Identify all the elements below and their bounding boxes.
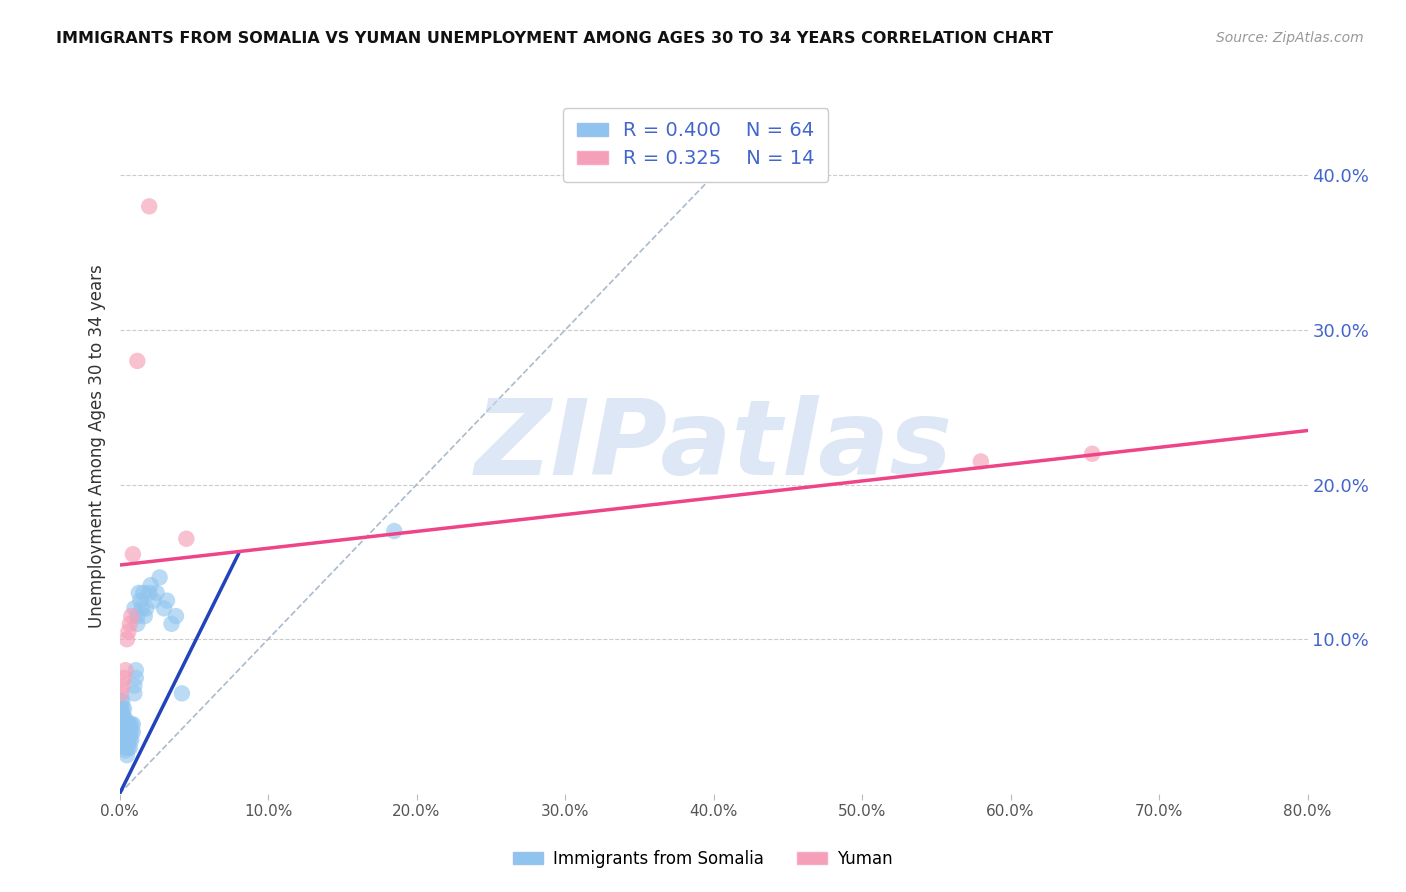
Point bbox=[111, 694, 134, 708]
Point bbox=[117, 725, 139, 739]
Point bbox=[110, 686, 132, 700]
Point bbox=[1081, 447, 1104, 461]
Point bbox=[120, 725, 142, 739]
Point bbox=[142, 593, 165, 607]
Point bbox=[125, 671, 148, 685]
Point bbox=[110, 717, 132, 731]
Point bbox=[112, 740, 135, 755]
Point bbox=[112, 725, 135, 739]
Point bbox=[118, 717, 141, 731]
Point bbox=[112, 717, 135, 731]
Point bbox=[110, 694, 132, 708]
Point bbox=[110, 725, 132, 739]
Text: ZIPatlas: ZIPatlas bbox=[474, 395, 953, 497]
Point bbox=[117, 740, 139, 755]
Point bbox=[970, 454, 993, 468]
Point bbox=[149, 570, 172, 584]
Point bbox=[115, 632, 138, 647]
Point bbox=[111, 709, 134, 723]
Point bbox=[127, 609, 149, 624]
Point bbox=[128, 586, 150, 600]
Point bbox=[122, 547, 145, 561]
Point bbox=[110, 709, 132, 723]
Point bbox=[112, 671, 135, 685]
Point bbox=[110, 702, 132, 716]
Point bbox=[132, 586, 155, 600]
Point bbox=[111, 725, 134, 739]
Point bbox=[115, 717, 138, 731]
Point bbox=[124, 679, 146, 693]
Point bbox=[156, 593, 179, 607]
Point bbox=[114, 713, 136, 727]
Point bbox=[139, 578, 162, 592]
Point bbox=[114, 720, 136, 734]
Point bbox=[117, 732, 139, 747]
Point bbox=[114, 743, 136, 757]
Point bbox=[118, 740, 141, 755]
Point bbox=[165, 609, 187, 624]
Point bbox=[115, 748, 138, 763]
Point bbox=[112, 702, 135, 716]
Point bbox=[127, 354, 149, 368]
Point bbox=[111, 732, 134, 747]
Point bbox=[111, 679, 134, 693]
Point bbox=[112, 709, 135, 723]
Point bbox=[117, 624, 139, 639]
Text: Source: ZipAtlas.com: Source: ZipAtlas.com bbox=[1216, 31, 1364, 45]
Point bbox=[115, 725, 138, 739]
Point bbox=[129, 593, 152, 607]
Point bbox=[127, 616, 149, 631]
Point bbox=[118, 616, 141, 631]
Legend: R = 0.400    N = 64, R = 0.325    N = 14: R = 0.400 N = 64, R = 0.325 N = 14 bbox=[562, 108, 828, 182]
Point bbox=[122, 725, 145, 739]
Point bbox=[153, 601, 176, 615]
Point bbox=[170, 686, 193, 700]
Point bbox=[124, 686, 146, 700]
Legend: Immigrants from Somalia, Yuman: Immigrants from Somalia, Yuman bbox=[506, 844, 900, 875]
Point bbox=[125, 663, 148, 677]
Point bbox=[118, 725, 141, 739]
Point bbox=[122, 717, 145, 731]
Point bbox=[120, 732, 142, 747]
Point bbox=[145, 586, 167, 600]
Y-axis label: Unemployment Among Ages 30 to 34 years: Unemployment Among Ages 30 to 34 years bbox=[87, 264, 105, 628]
Text: IMMIGRANTS FROM SOMALIA VS YUMAN UNEMPLOYMENT AMONG AGES 30 TO 34 YEARS CORRELAT: IMMIGRANTS FROM SOMALIA VS YUMAN UNEMPLO… bbox=[56, 31, 1053, 46]
Point bbox=[124, 601, 146, 615]
Point bbox=[118, 732, 141, 747]
Point bbox=[115, 732, 138, 747]
Point bbox=[114, 728, 136, 742]
Point bbox=[160, 616, 183, 631]
Point bbox=[382, 524, 405, 538]
Point bbox=[120, 609, 142, 624]
Point bbox=[117, 717, 139, 731]
Point bbox=[134, 609, 156, 624]
Point bbox=[114, 736, 136, 750]
Point bbox=[176, 532, 198, 546]
Point bbox=[135, 601, 157, 615]
Point bbox=[138, 199, 160, 213]
Point bbox=[115, 740, 138, 755]
Point bbox=[131, 601, 153, 615]
Point bbox=[111, 717, 134, 731]
Point bbox=[112, 732, 135, 747]
Point bbox=[111, 702, 134, 716]
Point bbox=[114, 663, 136, 677]
Point bbox=[120, 717, 142, 731]
Point bbox=[138, 586, 160, 600]
